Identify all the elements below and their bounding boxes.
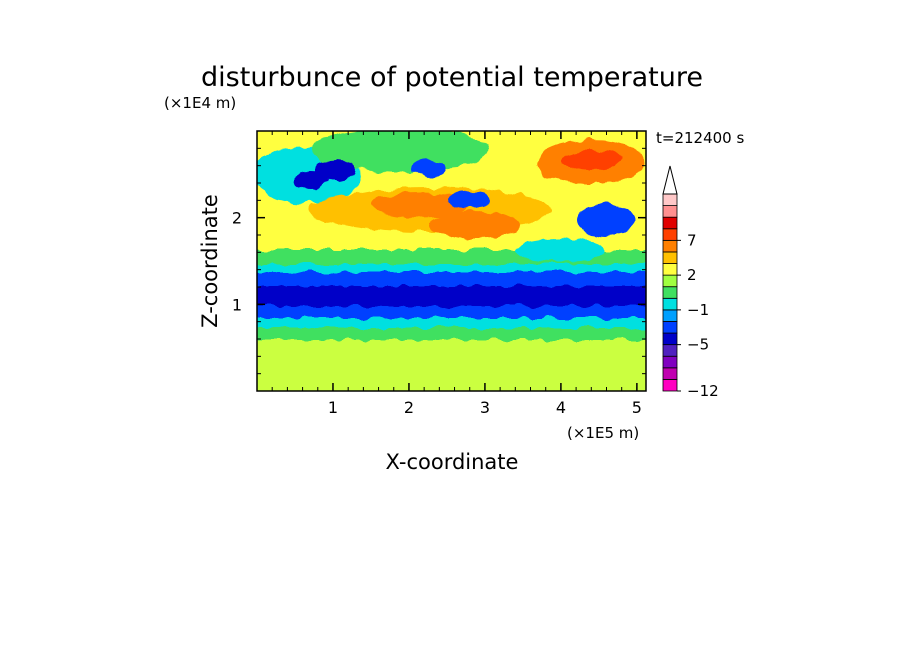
blue-blob-2 [315,160,355,180]
colorbar-swatch [662,367,678,380]
band-surface-light [257,335,646,391]
colorbar-swatch [662,321,678,334]
y-unit-label: (×1E4 m) [164,94,236,112]
cyan-right-low [515,238,605,262]
band-darkblue [257,286,646,306]
colorbar-swatch [662,274,678,288]
blue-blob-3 [412,159,448,177]
x-axis-label: X-coordinate [386,450,519,474]
x-unit-label: (×1E5 m) [567,424,639,442]
colorbar-swatch [662,193,678,206]
colorbar-swatch [662,286,678,299]
x-tick-label: 4 [556,398,566,417]
colorbar-label: −1 [687,301,709,319]
colorbar-swatch [662,344,678,357]
colorbar-label: −5 [687,336,709,354]
plot-frame [256,130,647,392]
colorbar-label: 7 [687,231,697,249]
y-tick-label: 1 [232,295,242,314]
colorbar-swatch [662,263,678,276]
colorbar-swatch [662,332,678,346]
contour-field [257,131,646,391]
colorbar: 7 2 −1 −5 −12 [662,165,719,400]
blue-blob-5 [575,204,635,236]
blue-blob-4 [448,192,492,208]
time-label: t=212400 s [656,129,744,147]
x-tick-label: 5 [632,398,642,417]
x-tick-label: 1 [328,398,338,417]
colorbar-label: −12 [687,382,719,400]
axes: 1 2 3 4 5 1 2 [232,130,647,417]
orange-core-1 [370,193,470,217]
colorbar-swatch [662,251,678,264]
colorbar-swatch [662,239,678,253]
x-tick-label: 3 [480,398,490,417]
colorbar-swatch [662,216,678,230]
colorbar-label: 2 [687,266,697,284]
x-tick-label: 2 [404,398,414,417]
colorbar-swatch [662,205,678,218]
colorbar-swatch [662,379,678,392]
colorbar-swatch [662,228,678,241]
orange-core-2 [430,211,520,239]
chart-title: disturbunce of potential temperature [201,62,703,93]
red-core-right-inner [560,150,620,170]
colorbar-swatch [662,297,678,311]
y-tick-label: 2 [232,209,242,228]
green-upper [310,131,490,172]
y-axis-label: Z-coordinate [198,194,222,328]
colorbar-swatch [662,355,678,369]
colorbar-swatch [662,309,678,322]
colorbar-extend-arrow [662,165,678,195]
